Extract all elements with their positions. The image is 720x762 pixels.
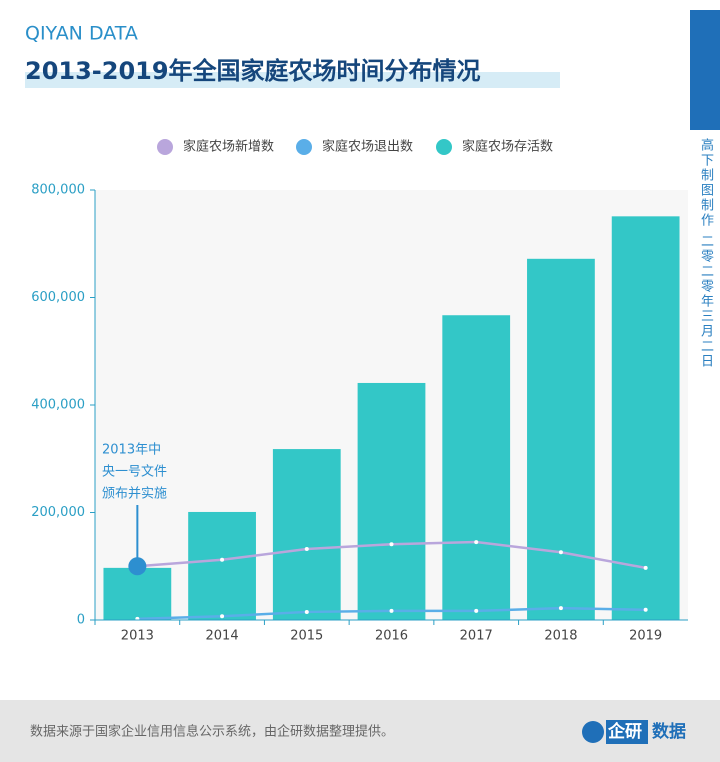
bar (103, 567, 172, 620)
point (220, 557, 225, 562)
title-underline (25, 72, 560, 88)
bar (442, 315, 511, 620)
point (474, 540, 479, 545)
legend-swatch (157, 139, 173, 155)
brand: QIYAN DATA (25, 23, 138, 45)
logo-icon (582, 721, 604, 743)
point (389, 542, 394, 547)
y-tick-label: 800,000 (31, 183, 85, 198)
side-band (690, 10, 720, 130)
legend-label: 家庭农场退出数 (322, 139, 413, 155)
y-tick-label: 0 (77, 613, 85, 628)
legend-swatch (436, 139, 452, 155)
point (389, 608, 394, 613)
x-tick-label: 2015 (290, 629, 323, 644)
legend-swatch (296, 139, 312, 155)
logo-b: 数据 (652, 721, 686, 742)
annotation-text: 央一号文件 (102, 465, 167, 480)
point (304, 609, 309, 614)
chart-title: 2013-2019年全国家庭农场时间分布情况 (25, 57, 481, 85)
legend-label: 家庭农场新增数 (183, 139, 274, 155)
bar (272, 449, 341, 620)
source: 数据来源于国家企业信用信息公示系统，由企研数据整理提供。 (30, 724, 394, 740)
side-note: 高下制图制作 二零二零年三月二日 (698, 138, 713, 370)
point (558, 606, 563, 611)
x-tick-label: 2013 (121, 629, 154, 644)
bar (527, 258, 595, 620)
y-tick-label: 400,000 (31, 398, 85, 413)
x-tick-label: 2018 (544, 629, 577, 644)
y-tick-label: 200,000 (31, 505, 85, 520)
logo-box (606, 720, 648, 744)
point (304, 547, 309, 552)
point (643, 607, 648, 612)
point (474, 608, 479, 613)
x-tick-label: 2017 (460, 629, 493, 644)
y-tick-label: 600,000 (31, 290, 85, 305)
bar (611, 216, 680, 620)
point (643, 565, 648, 570)
bar (357, 382, 426, 620)
point (558, 550, 563, 555)
x-tick-label: 2014 (206, 629, 239, 644)
x-tick-label: 2016 (375, 629, 408, 644)
annotation-text: 颁布并实施 (102, 487, 167, 502)
bar (188, 511, 256, 620)
annotation-text: 2013年中 (102, 443, 161, 458)
legend-label: 家庭农场存活数 (462, 139, 553, 155)
x-tick-label: 2019 (629, 629, 662, 644)
annotation-marker (128, 557, 147, 576)
logo-a: 企研 (607, 721, 642, 742)
point (220, 614, 225, 619)
